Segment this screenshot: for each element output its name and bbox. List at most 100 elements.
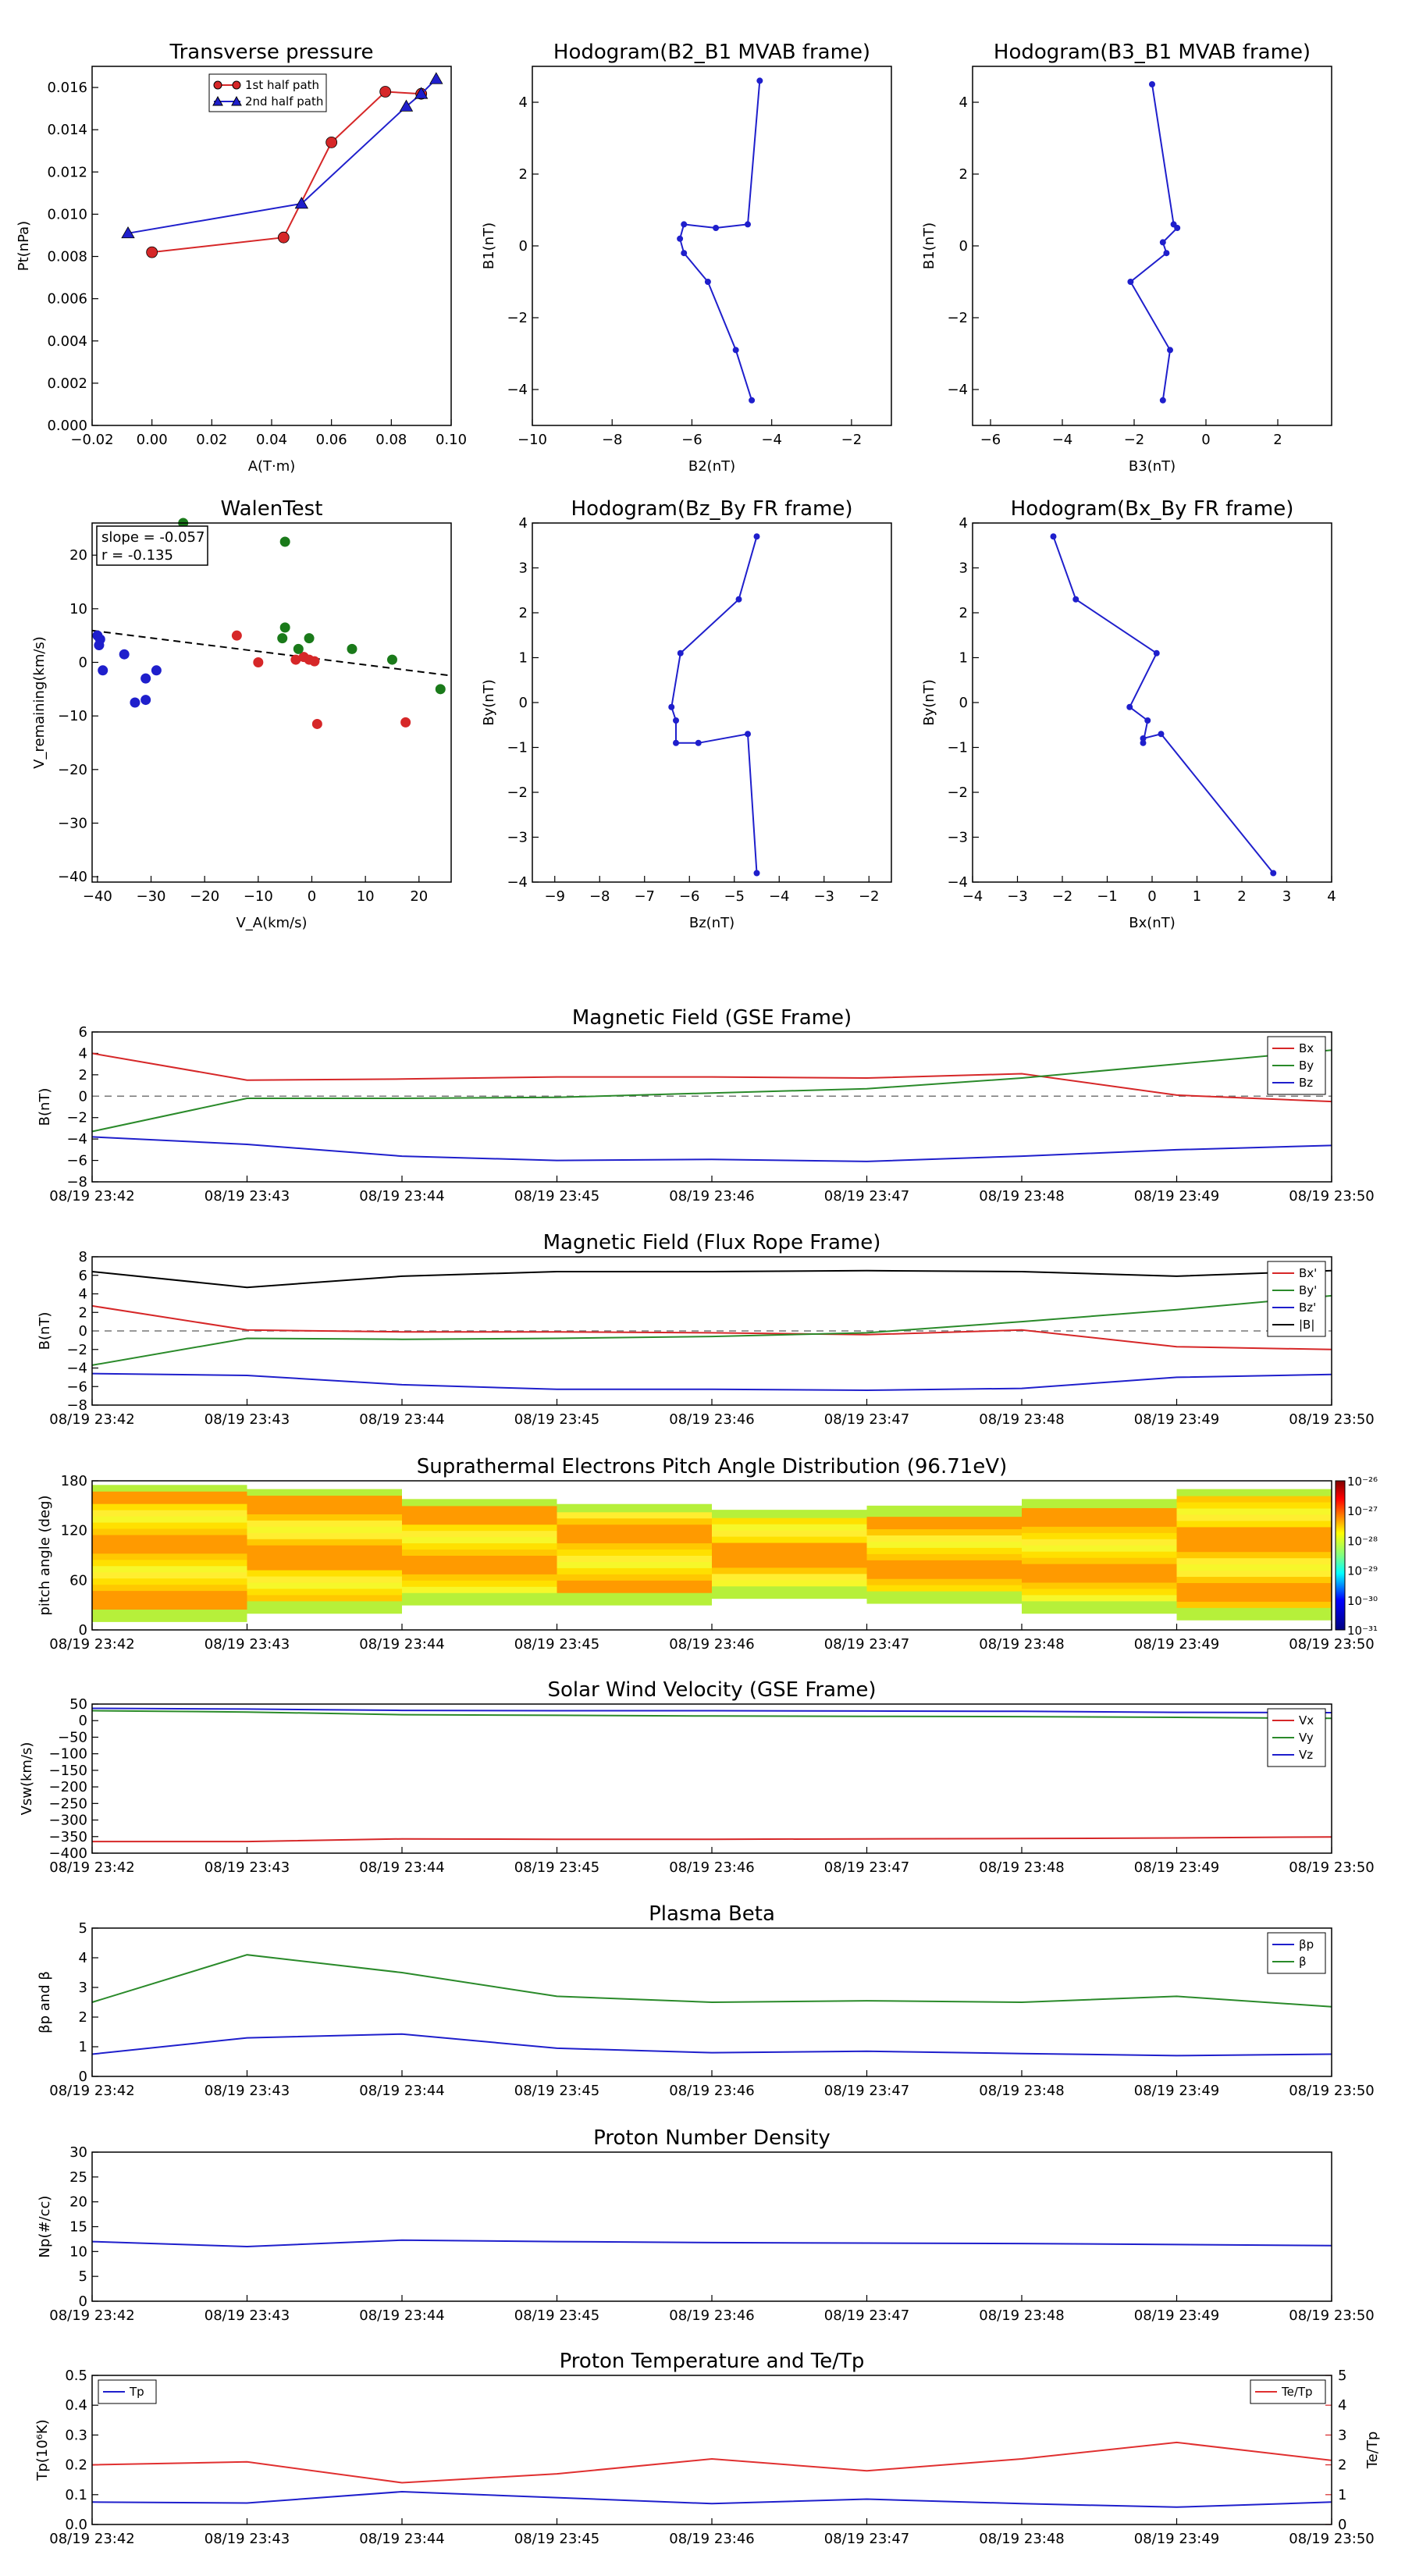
heatmap-cell xyxy=(1176,1551,1332,1559)
y-tick-label: 0 xyxy=(79,2293,87,2310)
x-tick-label: −4 xyxy=(962,888,984,905)
y-tick-label: −4 xyxy=(66,1361,87,1377)
heatmap-cell xyxy=(402,1555,557,1562)
heatmap-cell xyxy=(557,1561,712,1568)
heatmap-cell xyxy=(1022,1545,1177,1552)
time-tick-label: 08/19 23:49 xyxy=(1134,2531,1219,2547)
y-tick-label: 0.0 xyxy=(65,2517,87,2533)
x-tick-label: 0.06 xyxy=(316,432,347,448)
colorbar-label: 10⁻²⁹ xyxy=(1347,1564,1378,1578)
x-tick-label: −5 xyxy=(724,888,745,905)
y-tick-label: 0 xyxy=(79,2069,87,2085)
y-tick-label: 10 xyxy=(69,2243,87,2260)
time-tick-label: 08/19 23:46 xyxy=(669,1636,754,1653)
x-tick-label: 2 xyxy=(1273,432,1282,448)
heatmap-cell xyxy=(866,1541,1022,1548)
y-tick-label: −8 xyxy=(66,1174,87,1190)
heatmap-cell xyxy=(1176,1570,1332,1578)
scatter-point xyxy=(347,643,357,654)
y-tick-label: 4 xyxy=(1338,2397,1346,2414)
y-tick-label: −50 xyxy=(58,1729,87,1745)
hodogram-point xyxy=(673,717,679,724)
heatmap-cell xyxy=(402,1511,557,1519)
x-tick-label: −8 xyxy=(589,888,610,905)
heatmap-cell xyxy=(247,1545,402,1552)
x-axis-label: V_A(km/s) xyxy=(236,915,307,931)
heatmap-cell xyxy=(557,1592,712,1599)
time-tick-label: 08/19 23:46 xyxy=(669,2083,754,2099)
heatmap-cell xyxy=(712,1573,867,1581)
y-tick-label: −10 xyxy=(58,708,87,724)
panel-pad: Suprathermal Electrons Pitch Angle Distr… xyxy=(37,1455,1378,1653)
hodogram-point xyxy=(673,739,679,746)
heatmap-cell xyxy=(92,1534,247,1542)
plot-frame xyxy=(532,66,892,426)
heatmap-cell xyxy=(866,1572,1022,1579)
time-tick-label: 08/19 23:45 xyxy=(514,2531,599,2547)
time-tick-label: 08/19 23:42 xyxy=(49,2531,134,2547)
plot-frame xyxy=(91,1927,1332,2077)
heatmap-cell xyxy=(557,1549,712,1556)
x-tick-label: 0 xyxy=(1147,888,1156,905)
y-tick-label: 0.4 xyxy=(65,2397,87,2414)
legend-label: Te/Tp xyxy=(1281,2385,1313,2399)
heatmap-cell xyxy=(247,1582,402,1589)
legend-label: 1st half path xyxy=(245,78,319,92)
heatmap-cell xyxy=(712,1542,867,1550)
heatmap-cell xyxy=(557,1517,712,1525)
y-tick-label: 0 xyxy=(79,1323,87,1340)
time-tick-label: 08/19 23:42 xyxy=(49,1411,134,1428)
heatmap-cell xyxy=(1176,1489,1332,1496)
y-tick-label: 30 xyxy=(69,2144,87,2161)
y-tick-label: 2 xyxy=(519,166,528,183)
scatter-point xyxy=(309,656,320,667)
colorbar-label: 10⁻²⁷ xyxy=(1347,1504,1378,1518)
time-tick-label: 08/19 23:47 xyxy=(824,2307,909,2324)
time-tick-label: 08/19 23:42 xyxy=(49,2307,134,2324)
x-axis-label: A(T·m) xyxy=(248,458,296,475)
y-tick-label: 0.004 xyxy=(47,333,87,350)
legend-label: Bz' xyxy=(1299,1300,1316,1315)
y-tick-label: 6 xyxy=(79,1268,87,1284)
time-tick-label: 08/19 23:47 xyxy=(824,1859,909,1876)
hodogram-point xyxy=(695,739,702,746)
hodogram-point xyxy=(1050,533,1057,540)
plot-frame xyxy=(91,2375,1332,2525)
y-axis-label: B(nT) xyxy=(37,1088,53,1126)
time-tick-label: 08/19 23:44 xyxy=(359,2083,444,2099)
chart-title-mag_gse: Magnetic Field (GSE Frame) xyxy=(572,1006,852,1030)
time-tick-label: 08/19 23:50 xyxy=(1289,1188,1374,1204)
heatmap-cell xyxy=(247,1526,402,1533)
x-tick-label: −2 xyxy=(1052,888,1073,905)
panel-mag_fr: Magnetic Field (Flux Rope Frame) −8 −6 −4 −2… xyxy=(37,1231,1375,1428)
y-tick-label: 4 xyxy=(79,1286,87,1303)
heatmap-cell xyxy=(866,1547,1022,1554)
series-line-Bx' xyxy=(91,1304,1332,1350)
x-tick-label: 2 xyxy=(1237,888,1246,905)
legend-label: Tp xyxy=(129,2385,144,2399)
hodogram-point xyxy=(713,225,720,231)
y-tick-label: 25 xyxy=(69,2169,87,2186)
heatmap-cell xyxy=(402,1567,557,1574)
chart-title-walen: WalenTest xyxy=(221,497,323,521)
data-point-triangle xyxy=(429,72,443,84)
series-line-Bz xyxy=(91,1136,1332,1162)
y-tick-label: 20 xyxy=(69,547,87,564)
hodogram-point xyxy=(732,347,739,354)
heatmap-cell xyxy=(1022,1507,1177,1514)
chart-title-np: Proton Number Density xyxy=(593,2126,831,2150)
legend-label: Vz xyxy=(1299,1748,1313,1762)
time-tick-label: 08/19 23:43 xyxy=(205,1188,290,1204)
heatmap-cell xyxy=(712,1517,867,1525)
chart-title-hodo4: Hodogram(Bx_By FR frame) xyxy=(1011,497,1294,521)
hodogram-point xyxy=(756,77,763,84)
heatmap-cell xyxy=(402,1549,557,1556)
time-tick-label: 08/19 23:47 xyxy=(824,1636,909,1653)
y-tick-label: 4 xyxy=(519,94,528,111)
time-tick-label: 08/19 23:49 xyxy=(1134,1859,1219,1876)
legend-marker xyxy=(232,80,241,90)
x-tick-label: −40 xyxy=(83,888,112,905)
time-tick-label: 08/19 23:46 xyxy=(669,1411,754,1428)
heatmap-cell xyxy=(557,1524,712,1532)
colorbar-label: 10⁻²⁸ xyxy=(1347,1534,1378,1548)
